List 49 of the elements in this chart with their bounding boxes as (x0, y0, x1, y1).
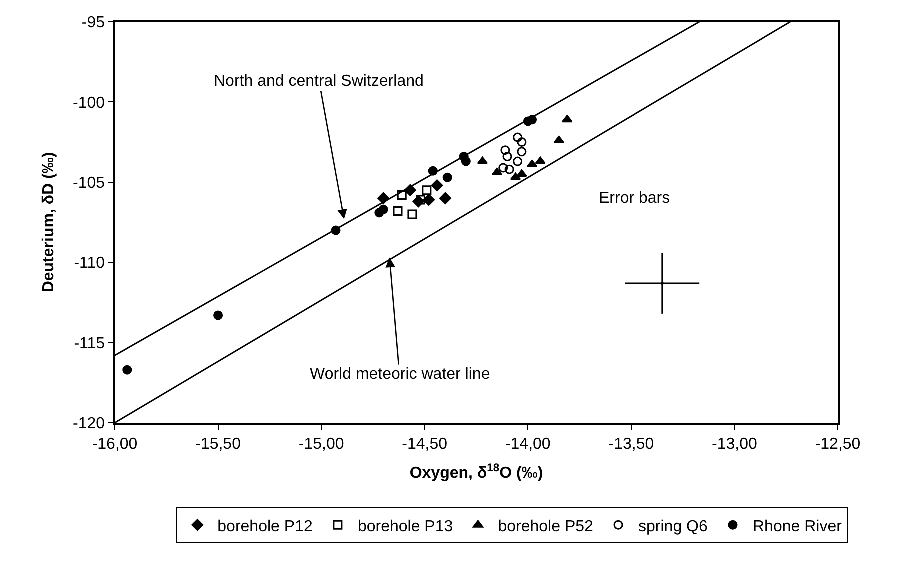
point (408, 210, 418, 220)
x-tick-label: -12,50 (815, 436, 861, 453)
point (461, 156, 471, 166)
x-tick-label: -15,50 (196, 436, 242, 453)
x-tick-label: -16,00 (92, 436, 138, 453)
point (502, 152, 512, 162)
y-axis-title: Deuterium, δD (‰) (40, 152, 58, 293)
x-tick-label: -13,00 (712, 436, 758, 453)
x-tick-label: -14,00 (505, 436, 551, 453)
y-tick-label: -95 (82, 14, 106, 32)
point (517, 138, 527, 148)
point (397, 190, 407, 200)
legend-label: borehole P52 (498, 518, 594, 536)
y-tick-label: -115 (74, 335, 106, 352)
point (422, 186, 432, 196)
point (442, 172, 452, 182)
point (431, 180, 444, 192)
legend-label: Rhone River (752, 518, 843, 536)
point (416, 195, 426, 205)
point (562, 115, 573, 123)
point (440, 192, 452, 204)
x-tick-label: -14,50 (402, 436, 448, 453)
point (513, 132, 523, 142)
annotation: North and central Switzerland (214, 73, 424, 90)
legend-label: borehole P13 (358, 518, 454, 536)
y-tick-label: -100 (73, 94, 106, 112)
point (535, 156, 546, 164)
annotation: World meteoric water line (310, 366, 490, 383)
x-tick-label: -15,00 (298, 436, 344, 453)
point (513, 156, 523, 166)
point (393, 206, 403, 216)
point (517, 147, 527, 157)
y-tick-label: -110 (74, 255, 106, 272)
point (498, 163, 508, 173)
point (554, 136, 564, 144)
point (504, 164, 514, 174)
annotation: Error bars (599, 190, 670, 207)
point (378, 204, 388, 214)
legend-label: borehole P12 (218, 518, 313, 536)
x-tick-label: -13,50 (608, 436, 654, 453)
y-tick-label: -120 (73, 416, 106, 433)
point (516, 170, 528, 178)
point (122, 365, 132, 375)
y-tick-label: -105 (73, 175, 106, 192)
point (423, 194, 435, 206)
legend-label: spring Q6 (638, 518, 708, 536)
x-axis-title: Oxygen, δ$^{18}$O (‰) (410, 462, 544, 482)
point (214, 310, 224, 320)
point (500, 146, 510, 156)
